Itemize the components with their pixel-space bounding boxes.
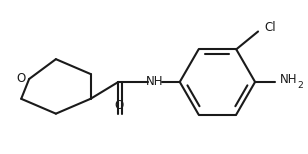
Text: 2: 2 bbox=[298, 81, 304, 90]
Text: Cl: Cl bbox=[264, 21, 276, 34]
Text: NH: NH bbox=[146, 75, 164, 88]
Text: O: O bbox=[115, 99, 124, 112]
Text: NH: NH bbox=[280, 73, 298, 87]
Text: O: O bbox=[17, 73, 26, 85]
